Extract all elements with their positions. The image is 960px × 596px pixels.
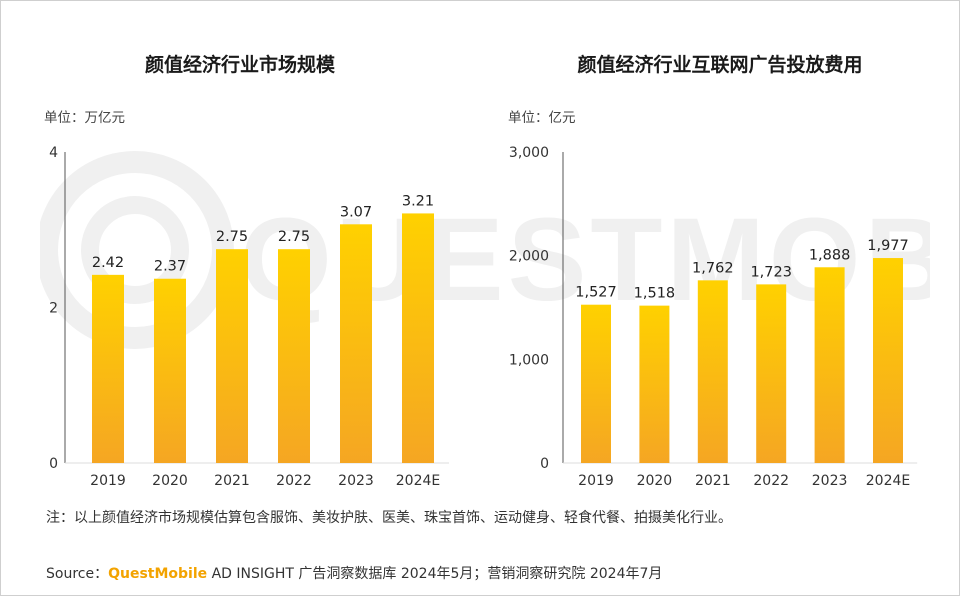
x-tick-label: 2023 [812, 473, 848, 489]
bar [697, 280, 728, 463]
source-text: AD INSIGHT 广告洞察数据库 2024年5月；营销洞察研究院 2024年… [207, 566, 663, 582]
bar [814, 267, 845, 463]
data-label: 2.75 [278, 229, 310, 245]
x-tick-label: 2020 [152, 473, 188, 489]
x-tick-label: 2021 [695, 473, 731, 489]
unit-label: 单位：亿元 [508, 110, 576, 126]
data-label: 1,977 [867, 238, 909, 254]
chart-title: 颜值经济行业互联网广告投放费用 [577, 54, 863, 76]
y-tick-label: 1,000 [509, 352, 549, 368]
y-tick-label: 2,000 [509, 249, 549, 265]
bar [278, 249, 310, 463]
source-prefix: Source： [46, 566, 109, 582]
bar [92, 274, 124, 463]
chart-title: 颜值经济行业市场规模 [144, 54, 335, 76]
data-label: 2.42 [92, 255, 124, 271]
source-line: Source：QuestMobile AD INSIGHT 广告洞察数据库 20… [46, 563, 662, 583]
bar [154, 278, 186, 463]
bar [873, 258, 903, 463]
x-tick-label: 2020 [637, 473, 673, 489]
bar [639, 305, 670, 463]
y-tick-label: 0 [49, 456, 58, 472]
data-label: 1,762 [692, 260, 734, 276]
x-tick-label: 2022 [753, 473, 789, 489]
x-tick-label: 2021 [214, 473, 250, 489]
y-tick-label: 3,000 [509, 145, 549, 161]
x-tick-label: 2023 [338, 473, 374, 489]
x-tick-label: 2019 [578, 473, 614, 489]
data-label: 1,723 [750, 264, 792, 280]
bar-chart-ad-spend: 0 1,000 2,000 3,000 1,527 2019 1,518 2020 1,762 2… [509, 145, 918, 489]
data-label: 2.37 [154, 259, 186, 275]
bar [402, 213, 434, 463]
y-tick-label: 0 [540, 456, 549, 472]
x-tick-label: 2024E [396, 473, 440, 489]
data-label: 2.75 [216, 229, 248, 245]
y-tick-label: 2 [49, 301, 58, 317]
bar [340, 224, 372, 463]
x-tick-label: 2019 [90, 473, 126, 489]
source-brand: QuestMobile [108, 566, 208, 582]
data-label: 3.07 [340, 204, 372, 220]
chart-panel-ad-spend: 颜值经济行业互联网广告投放费用 单位：亿元 0 1,000 2,000 3,000 1,… [480, 0, 960, 500]
bar [216, 249, 248, 463]
x-tick-label: 2024E [866, 473, 910, 489]
bar-chart-market-size: 0 2 4 2.42 2019 2.37 2020 2.75 2021 2.75 2022 3.07 2… [49, 145, 449, 489]
unit-label: 单位：万亿元 [44, 110, 125, 126]
bar [756, 284, 787, 463]
y-tick-label: 4 [49, 145, 58, 161]
data-label: 1,518 [634, 286, 676, 302]
data-label: 1,888 [809, 247, 851, 263]
bar [581, 304, 611, 463]
data-label: 3.21 [402, 193, 434, 209]
data-label: 1,527 [575, 285, 617, 301]
x-tick-label: 2022 [276, 473, 312, 489]
chart-panel-market-size: 颜值经济行业市场规模 单位：万亿元 0 2 4 2.42 2019 2.37 2020 2.7… [0, 0, 480, 500]
footnote: 注：以上颜值经济市场规模估算包含服饰、美妆护肤、医美、珠宝首饰、运动健身、轻食代… [46, 510, 732, 526]
